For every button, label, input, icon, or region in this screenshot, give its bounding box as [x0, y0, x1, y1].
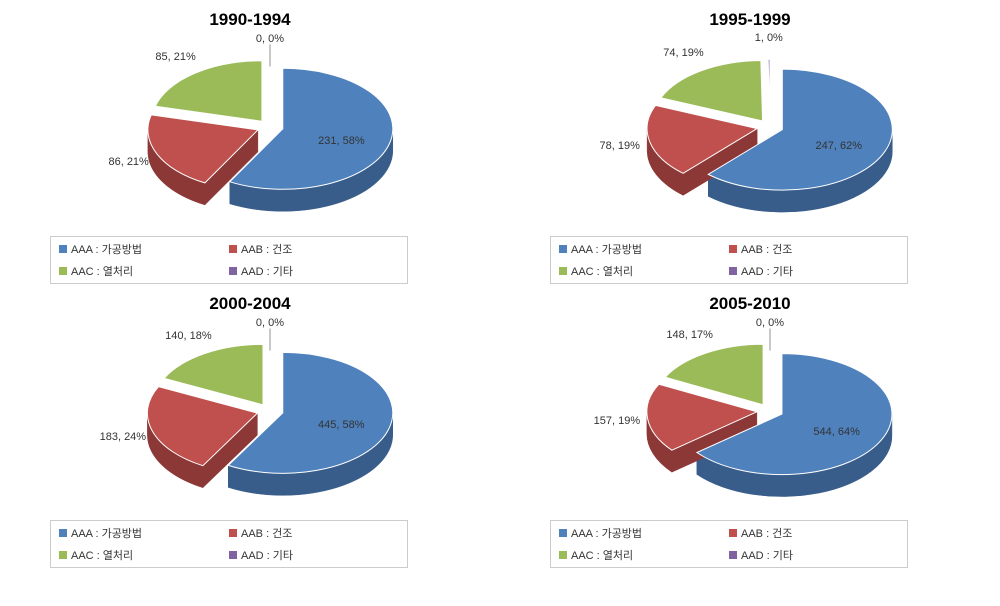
legend: AAA : 가공방법 AAB : 건조 AAC : 열처리 AAD : 기타: [50, 520, 408, 568]
legend-item-aad: AAD : 기타: [229, 263, 359, 279]
slice-label: 247, 62%: [815, 140, 861, 152]
slice-label: 86, 21%: [108, 156, 148, 168]
chart-title: 1990-1994: [10, 10, 490, 30]
legend-swatch: [729, 245, 737, 253]
legend-item-aab: AAB : 건조: [729, 241, 859, 257]
panel-2000-2004: 2000-2004 445, 58%183, 24%140, 18%0, 0% …: [10, 294, 490, 568]
legend-swatch: [59, 245, 67, 253]
slice-label: 78, 19%: [600, 140, 640, 152]
legend-label: AAD : 기타: [241, 263, 293, 279]
slice-label: 148, 17%: [666, 329, 712, 341]
legend-label: AAB : 건조: [241, 241, 292, 257]
legend-swatch: [559, 551, 567, 559]
legend-item-aab: AAB : 건조: [729, 525, 859, 541]
legend: AAA : 가공방법 AAB : 건조 AAC : 열처리 AAD : 기타: [550, 520, 908, 568]
legend-item-aad: AAD : 기타: [729, 547, 859, 563]
legend-item-aac: AAC : 열처리: [59, 263, 189, 279]
legend-swatch: [59, 529, 67, 537]
slice-label: 445, 58%: [318, 419, 364, 431]
legend-item-aac: AAC : 열처리: [559, 547, 689, 563]
legend-label: AAD : 기타: [741, 263, 793, 279]
chart-title: 1995-1999: [510, 10, 990, 30]
legend-item-aab: AAB : 건조: [229, 241, 359, 257]
legend-swatch: [229, 551, 237, 559]
legend-swatch: [559, 267, 567, 275]
legend-swatch: [59, 267, 67, 275]
panel-1990-1994: 1990-1994 231, 58% 86, 21% 85, 21% 0, 0% AA…: [10, 10, 490, 284]
slice-label: 140, 18%: [165, 330, 211, 342]
legend-swatch: [729, 551, 737, 559]
legend-label: AAB : 건조: [741, 525, 792, 541]
legend-label: AAA : 가공방법: [71, 241, 142, 257]
slice-label: 157, 19%: [594, 415, 640, 427]
slice-label: 0, 0%: [256, 317, 284, 329]
legend-item-aaa: AAA : 가공방법: [559, 241, 689, 257]
legend-label: AAC : 열처리: [571, 263, 633, 279]
pie-chart: 247, 62% 78, 19% 74, 19% 1, 0%: [520, 32, 980, 232]
pie-chart: 445, 58% 183, 24% 140, 18% 0, 0%: [20, 316, 480, 516]
legend-swatch: [729, 267, 737, 275]
slice-label: 0, 0%: [256, 33, 284, 45]
legend-item-aaa: AAA : 가공방법: [559, 525, 689, 541]
panel-2005-2010: 2005-2010 544, 64%157, 19%148, 17%0, 0% …: [510, 294, 990, 568]
legend-label: AAD : 기타: [741, 547, 793, 563]
legend-swatch: [229, 529, 237, 537]
legend-item-aab: AAB : 건조: [229, 525, 359, 541]
legend: AAA : 가공방법 AAB : 건조 AAC : 열처리 AAD : 기타: [550, 236, 908, 284]
slice-label: 85, 21%: [155, 51, 195, 63]
slice-label: 183, 24%: [100, 431, 146, 443]
legend-item-aad: AAD : 기타: [229, 547, 359, 563]
chart-grid: 1990-1994 231, 58% 86, 21% 85, 21% 0, 0% AA…: [10, 10, 990, 568]
pie-chart: 231, 58% 86, 21% 85, 21% 0, 0%: [20, 32, 480, 232]
legend-label: AAC : 열처리: [571, 547, 633, 563]
slice-label: 74, 19%: [663, 47, 703, 59]
legend-item-aac: AAC : 열처리: [559, 263, 689, 279]
chart-title: 2000-2004: [10, 294, 490, 314]
legend-label: AAD : 기타: [241, 547, 293, 563]
legend-swatch: [229, 267, 237, 275]
legend-label: AAA : 가공방법: [571, 525, 642, 541]
legend-swatch: [729, 529, 737, 537]
chart-title: 2005-2010: [510, 294, 990, 314]
legend-swatch: [229, 245, 237, 253]
legend-label: AAC : 열처리: [71, 547, 133, 563]
slice-label: 0, 0%: [756, 317, 784, 329]
legend-label: AAC : 열처리: [71, 263, 133, 279]
legend-swatch: [559, 529, 567, 537]
slice-label: 1, 0%: [755, 32, 783, 44]
pie-chart: 544, 64% 157, 19% 148, 17% 0, 0%: [520, 316, 980, 516]
legend-swatch: [59, 551, 67, 559]
legend-swatch: [559, 245, 567, 253]
legend-label: AAA : 가공방법: [571, 241, 642, 257]
legend-item-aaa: AAA : 가공방법: [59, 241, 189, 257]
legend-label: AAB : 건조: [241, 525, 292, 541]
legend-label: AAA : 가공방법: [71, 525, 142, 541]
slice-label: 231, 58%: [318, 135, 364, 147]
slice-label: 544, 64%: [813, 426, 859, 438]
legend-item-aaa: AAA : 가공방법: [59, 525, 189, 541]
panel-1995-1999: 1995-1999 247, 62% 78, 19% 74, 19% 1, 0% AA…: [510, 10, 990, 284]
legend-item-aad: AAD : 기타: [729, 263, 859, 279]
legend-label: AAB : 건조: [741, 241, 792, 257]
legend-item-aac: AAC : 열처리: [59, 547, 189, 563]
legend: AAA : 가공방법 AAB : 건조 AAC : 열처리 AAD : 기타: [50, 236, 408, 284]
